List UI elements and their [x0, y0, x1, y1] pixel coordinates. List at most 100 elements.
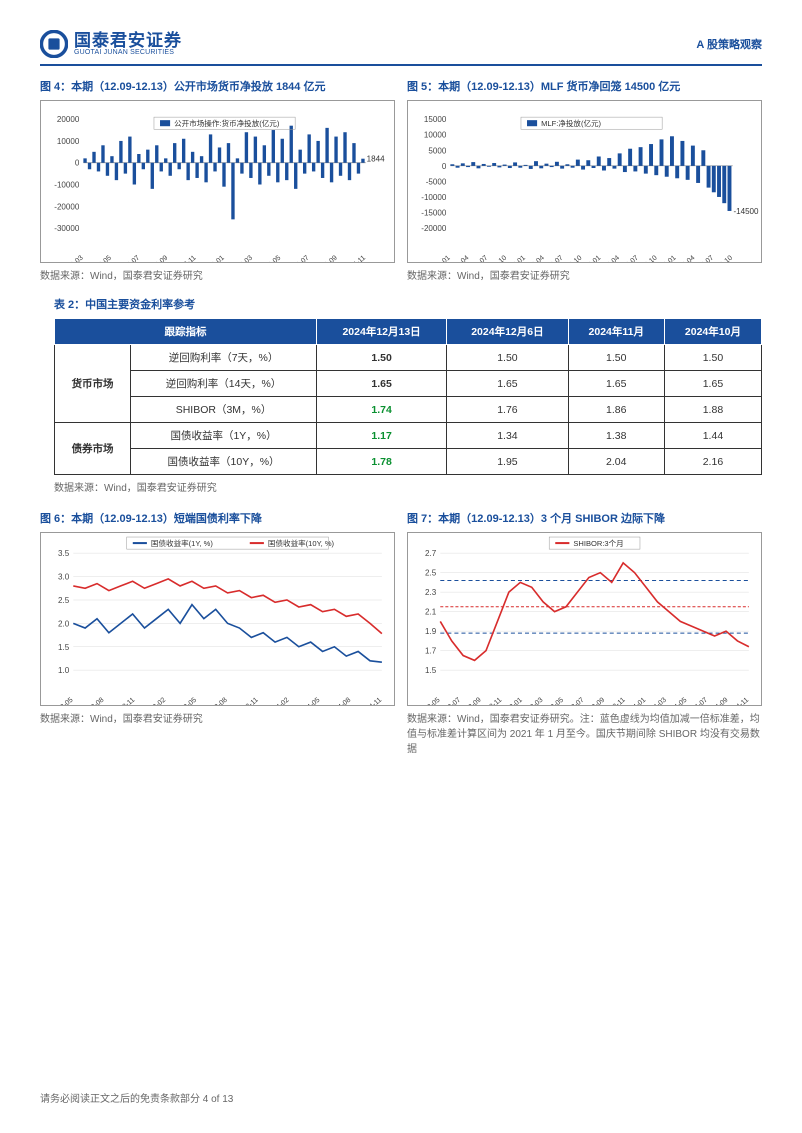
svg-text:15000: 15000	[424, 115, 447, 124]
th-indicator: 跟踪指标	[55, 319, 317, 345]
svg-text:2024-01: 2024-01	[202, 254, 226, 262]
cell: 1.74	[316, 397, 446, 423]
cell: 1.65	[664, 371, 761, 397]
svg-text:2022-07: 2022-07	[438, 697, 462, 705]
svg-text:2023-09: 2023-09	[582, 697, 606, 705]
cell: 1.44	[664, 423, 761, 449]
row-group: 债券市场	[55, 423, 131, 475]
svg-text:2022-05: 2022-05	[50, 697, 74, 705]
svg-text:2023-03: 2023-03	[60, 254, 84, 262]
svg-text:2023-11: 2023-11	[174, 254, 198, 262]
svg-text:2023-11: 2023-11	[236, 697, 260, 705]
svg-text:公开市场操作:货币净投放(亿元): 公开市场操作:货币净投放(亿元)	[174, 118, 280, 128]
row-label: 逆回购利率（7天，%）	[131, 345, 317, 371]
cell: 2.04	[568, 449, 664, 475]
svg-text:2023-07: 2023-07	[117, 254, 141, 262]
svg-text:3.0: 3.0	[58, 573, 70, 582]
table2-source: 数据来源：Wind，国泰君安证券研究	[40, 479, 762, 494]
logo-text-cn: 国泰君安证券	[74, 32, 182, 49]
cell: 1.76	[447, 397, 568, 423]
cell: 1.88	[664, 397, 761, 423]
fig7-title: 图 7：本期（12.09-12.13）3 个月 SHIBOR 边际下降	[407, 510, 762, 526]
fig5-chart: -20000-15000-10000-5000050001000015000-1…	[407, 100, 762, 263]
svg-text:2024-11: 2024-11	[343, 254, 367, 262]
cell: 1.65	[316, 371, 446, 397]
svg-text:-10000: -10000	[54, 181, 80, 190]
svg-text:5000: 5000	[428, 146, 446, 155]
svg-text:2024-07: 2024-07	[286, 254, 310, 262]
svg-text:-20000: -20000	[421, 224, 447, 233]
svg-text:2024-07: 2024-07	[685, 697, 709, 705]
svg-text:2023-11: 2023-11	[603, 697, 627, 705]
fig4-chart: -30000-20000-100000100002000018442023-03…	[40, 100, 395, 263]
cell: 1.50	[316, 345, 446, 371]
svg-text:2023-09: 2023-09	[145, 254, 169, 262]
svg-text:2024-05: 2024-05	[258, 254, 282, 262]
logo-text-en: GUOTAI JUNAN SECURITIES	[74, 49, 182, 56]
th-col: 2024年12月6日	[447, 319, 568, 345]
svg-text:2.0: 2.0	[58, 620, 70, 629]
cell: 1.50	[447, 345, 568, 371]
svg-text:2024-01: 2024-01	[623, 697, 647, 705]
fig4-title: 图 4：本期（12.09-12.13）公开市场货币净投放 1844 亿元	[40, 78, 395, 94]
svg-text:2.5: 2.5	[425, 569, 437, 578]
fig6-title: 图 6：本期（12.09-12.13）短端国债利率下降	[40, 510, 395, 526]
fig7-chart: 1.51.71.92.12.32.52.72022-052022-072022-…	[407, 532, 762, 705]
svg-text:2024-02: 2024-02	[266, 697, 290, 705]
row-label: SHIBOR（3M，%）	[131, 397, 317, 423]
fig5-title: 图 5：本期（12.09-12.13）MLF 货币净回笼 14500 亿元	[407, 78, 762, 94]
svg-text:2023-02: 2023-02	[143, 697, 167, 705]
svg-text:2023-05: 2023-05	[89, 254, 113, 262]
svg-text:MLF:净投放(亿元): MLF:净投放(亿元)	[541, 118, 601, 128]
svg-text:2021-01: 2021-01	[427, 254, 451, 262]
cell: 1.38	[568, 423, 664, 449]
svg-text:2024-09: 2024-09	[705, 697, 729, 705]
svg-text:2024-08: 2024-08	[328, 697, 352, 705]
svg-text:-15000: -15000	[421, 209, 447, 218]
fig7-source: 数据来源：Wind，国泰君安证券研究。注：蓝色虚线为均值加减一倍标准差，均值与标…	[407, 710, 762, 755]
svg-text:-10000: -10000	[421, 193, 447, 202]
svg-text:-30000: -30000	[54, 224, 80, 233]
fig4-source: 数据来源：Wind，国泰君安证券研究	[40, 267, 395, 282]
svg-text:2022-11: 2022-11	[112, 697, 136, 705]
fig6-chart: 1.01.52.02.53.03.52022-052022-082022-112…	[40, 532, 395, 705]
svg-text:10000: 10000	[424, 131, 447, 140]
svg-text:1844: 1844	[367, 155, 385, 164]
cell: 1.50	[568, 345, 664, 371]
row-label: 国债收益率（10Y，%）	[131, 449, 317, 475]
cell: 1.34	[447, 423, 568, 449]
page-header: 国泰君安证券 GUOTAI JUNAN SECURITIES A 股策略观察	[40, 30, 762, 66]
svg-text:-14500: -14500	[733, 207, 759, 216]
svg-text:1.0: 1.0	[58, 667, 70, 676]
rate-table: 跟踪指标2024年12月13日2024年12月6日2024年11月2024年10…	[54, 318, 762, 475]
svg-text:0: 0	[75, 159, 80, 168]
svg-text:2023-08: 2023-08	[205, 697, 229, 705]
svg-text:1.5: 1.5	[58, 643, 70, 652]
cell: 1.78	[316, 449, 446, 475]
svg-text:2022-11: 2022-11	[479, 697, 503, 705]
row-label: 国债收益率（1Y，%）	[131, 423, 317, 449]
cell: 2.16	[664, 449, 761, 475]
svg-text:2022-09: 2022-09	[458, 697, 482, 705]
row-label: 逆回购利率（14天，%）	[131, 371, 317, 397]
svg-text:2022-08: 2022-08	[81, 697, 105, 705]
cell: 1.50	[664, 345, 761, 371]
header-category: A 股策略观察	[696, 36, 762, 52]
logo-icon	[40, 30, 68, 58]
svg-text:2023-03: 2023-03	[520, 697, 544, 705]
svg-text:2024-09: 2024-09	[314, 254, 338, 262]
svg-text:-20000: -20000	[54, 202, 80, 211]
svg-text:2.1: 2.1	[425, 608, 437, 617]
fig5-source: 数据来源：Wind，国泰君安证券研究	[407, 267, 762, 282]
svg-text:2.7: 2.7	[425, 550, 437, 559]
svg-text:1.7: 1.7	[425, 647, 437, 656]
svg-text:-5000: -5000	[426, 177, 447, 186]
cell: 1.95	[447, 449, 568, 475]
svg-text:2024-05: 2024-05	[664, 697, 688, 705]
svg-text:2023-01: 2023-01	[500, 697, 524, 705]
svg-text:2023-05: 2023-05	[174, 697, 198, 705]
svg-text:20000: 20000	[57, 115, 80, 124]
page-footer: 请务必阅读正文之后的免责条款部分 4 of 13	[40, 1090, 233, 1105]
svg-text:国债收益率(10Y, %): 国债收益率(10Y, %)	[268, 538, 335, 548]
svg-text:国债收益率(1Y, %): 国债收益率(1Y, %)	[151, 538, 213, 548]
